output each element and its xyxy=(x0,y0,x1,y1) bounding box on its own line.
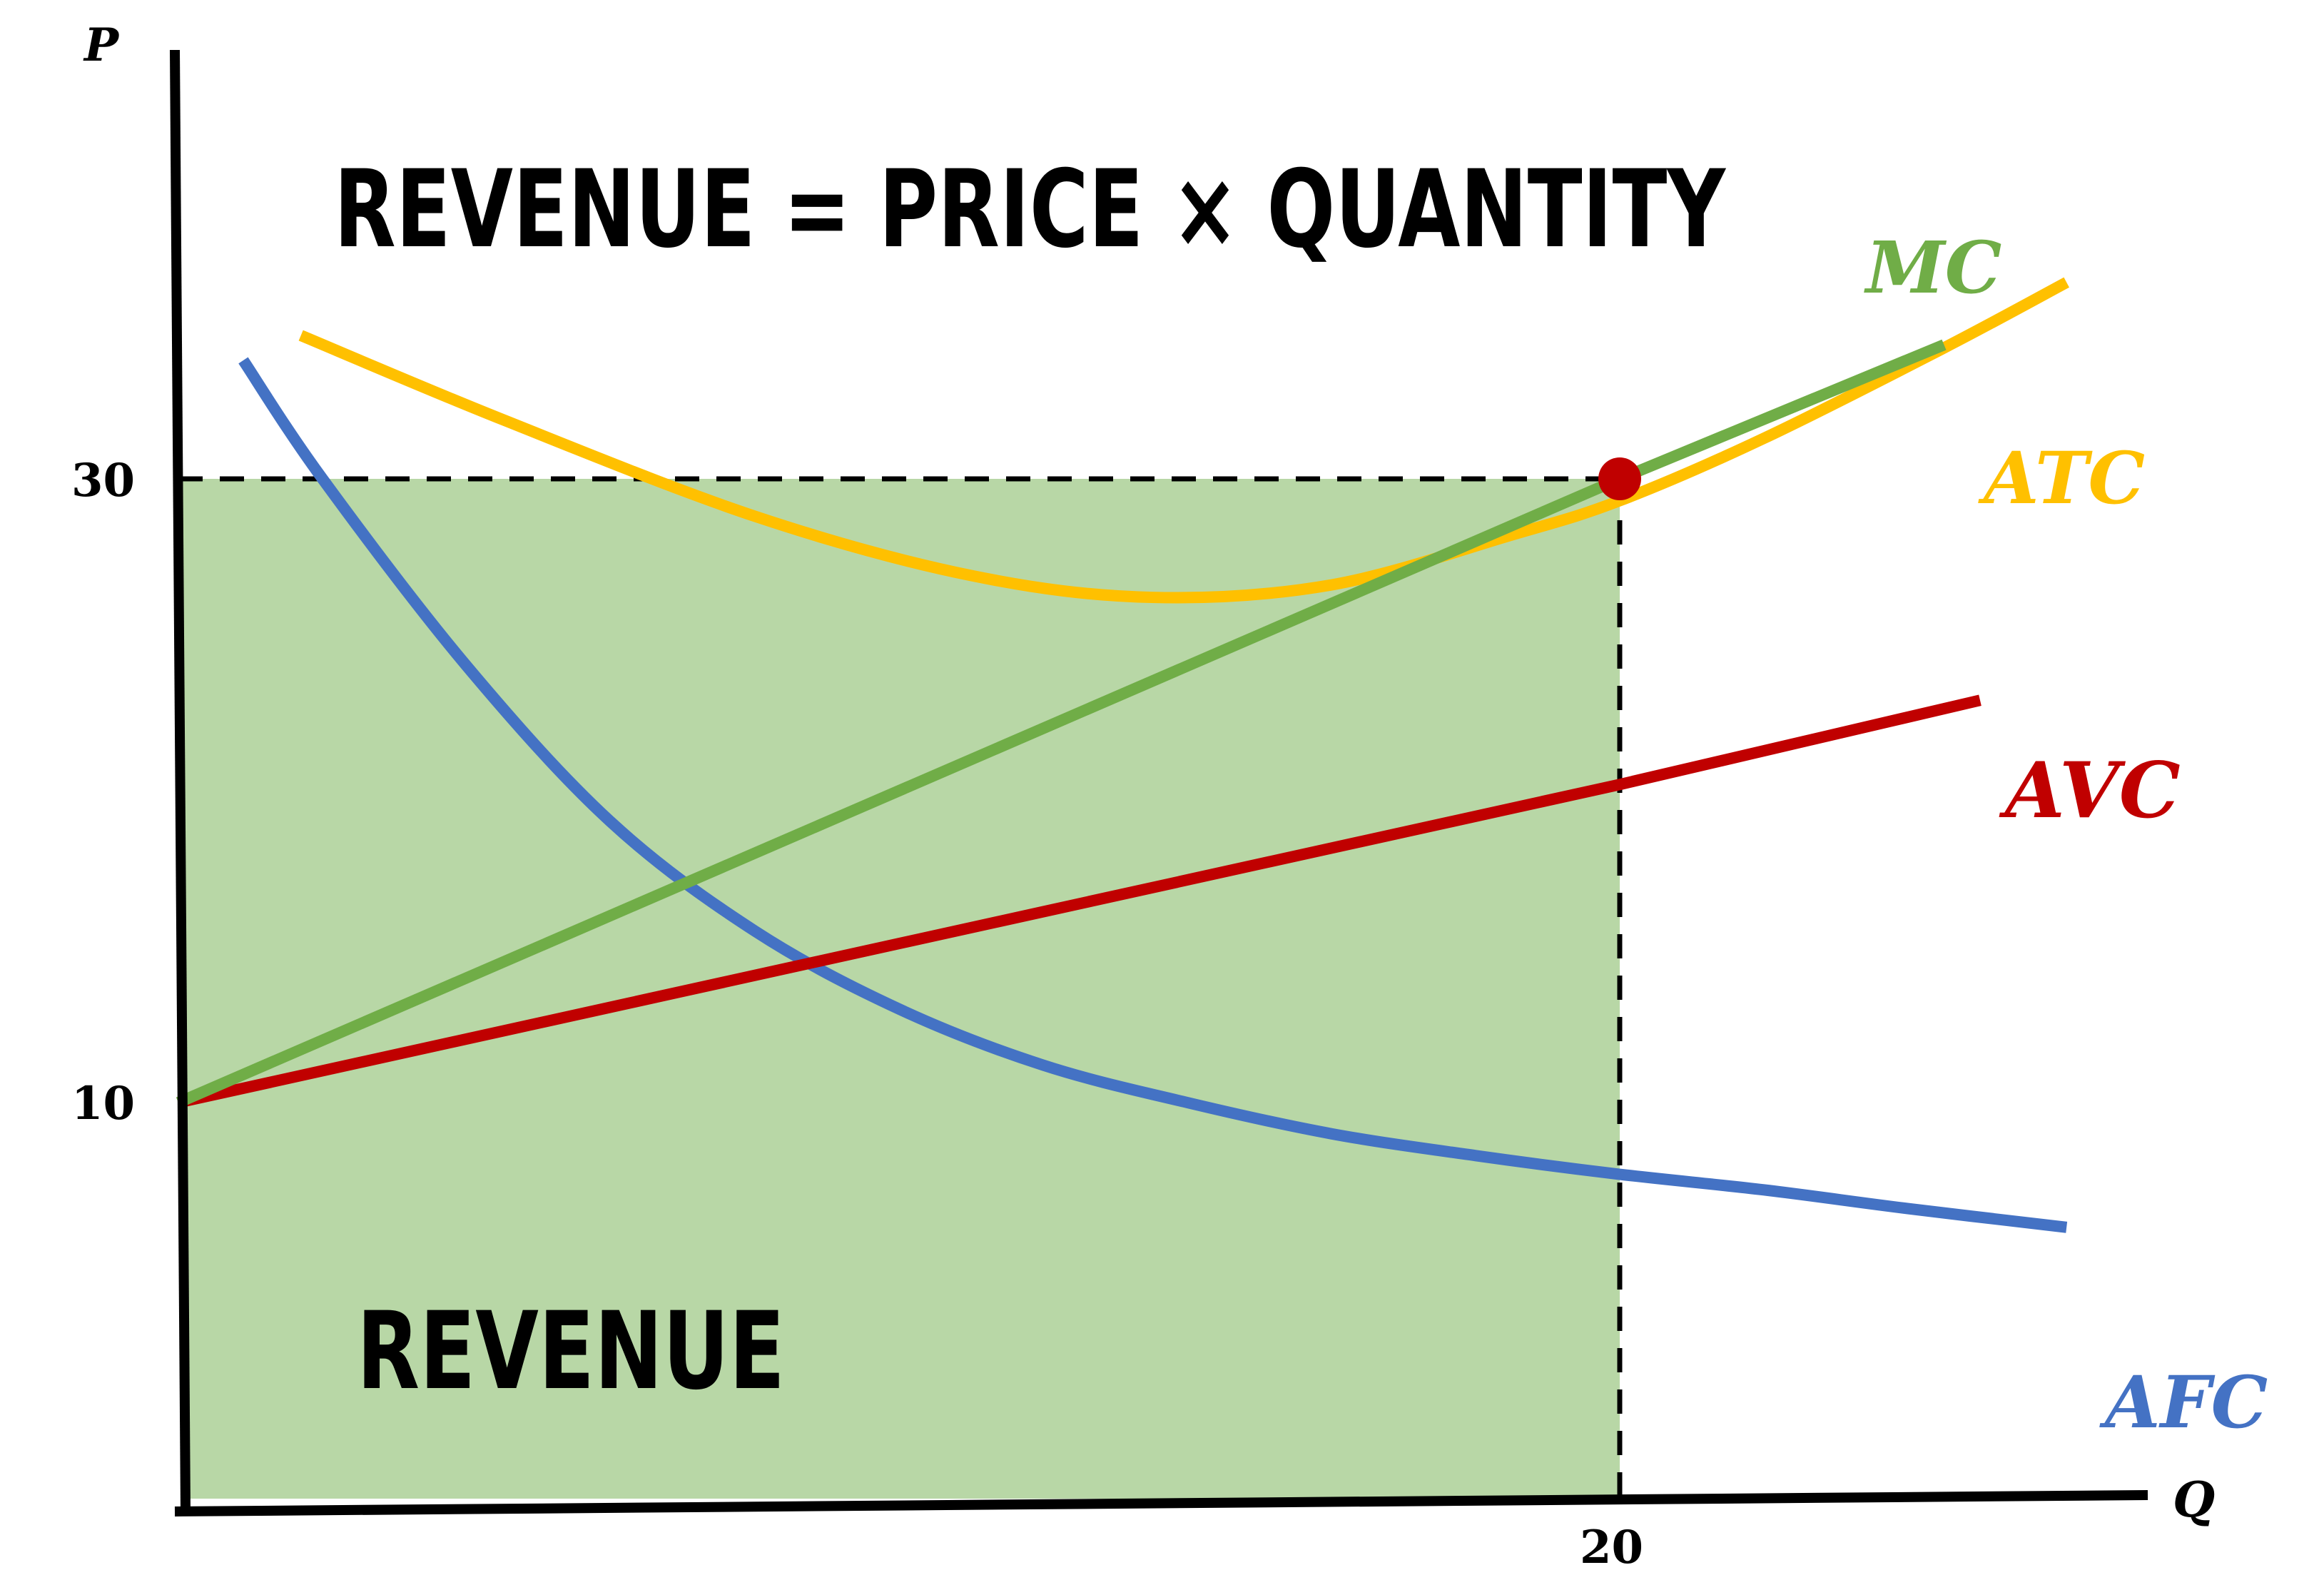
x-axis-label: Q xyxy=(2173,1472,2215,1529)
afc-series-label: AFC xyxy=(2099,1360,2268,1444)
revenue-area-label: REVENUE xyxy=(357,1290,785,1414)
y-axis xyxy=(170,49,191,1512)
revenue-area xyxy=(183,479,1620,1499)
mc-series-label: MC xyxy=(1864,226,2001,310)
avc-series-label: AVC xyxy=(1999,746,2181,836)
series-avc-line xyxy=(177,694,1982,1108)
equilibrium-point xyxy=(1598,457,1641,500)
y-tick-label-30: 30 xyxy=(71,454,135,507)
x-tick-label-20: 20 xyxy=(1580,1521,1643,1574)
y-axis-label: P xyxy=(83,19,120,72)
x-axis xyxy=(174,1490,2148,1516)
y-tick-label-10: 10 xyxy=(71,1077,135,1130)
atc-series-label: ATC xyxy=(1978,436,2145,520)
series-afc-line xyxy=(238,357,2068,1233)
chart-title: REVENUE = PRICE × QUANTITY xyxy=(334,148,1727,272)
series-atc-line xyxy=(298,277,2069,604)
